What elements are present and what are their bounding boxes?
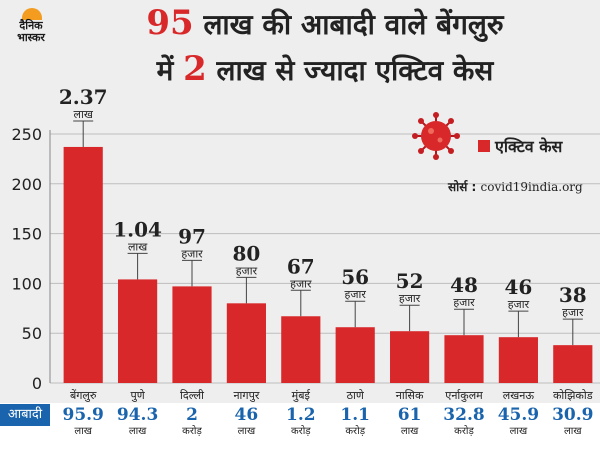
category-label-4: मुंबई [292,389,311,402]
data-label-unit-6: हजार [399,292,421,305]
population-item-5: 1.1 करोड़ [328,406,382,439]
population-unit-1: लाख [128,426,147,437]
population-item-4: 1.2 करोड़ [274,406,328,439]
category-label-3: नागपुर [233,389,259,402]
data-label-value-0: 2.37 [59,85,108,109]
category-label-7: एर्नाकुलम [445,389,483,402]
category-label-9: कोझिकोड [553,389,593,402]
category-label-1: पुणे [130,389,145,402]
population-item-8: 45.9 लाख [491,406,545,439]
data-label-unit-8: हजार [508,298,530,311]
category-label-6: नासिक [396,389,424,402]
headline-prefix-2: में [156,54,184,87]
y-tick-label-5: 250 [11,125,42,144]
data-label-unit-1: लाख [128,240,148,253]
data-label-unit-3: हजार [236,264,258,277]
bar-2 [172,286,212,383]
population-item-1: 94.3 लाख [111,406,165,439]
population-unit-7: करोड़ [454,426,474,437]
sun-logo-icon [22,8,42,20]
population-value-4: 1.2 [286,405,316,425]
population-value-9: 30.9 [552,405,594,425]
bar-6 [390,331,430,383]
headline-number-2: 2 [183,49,207,89]
population-unit-2: करोड़ [182,426,202,437]
y-tick-label-2: 100 [11,274,42,293]
population-item-0: 95.9 लाख [56,406,110,439]
category-label-0: बेंगलुरु [70,389,97,402]
population-unit-5: करोड़ [345,426,366,437]
data-label-value-3: 80 [232,241,260,265]
data-label-unit-0: लाख [74,108,94,121]
logo-line-2: भास्कर [17,31,45,44]
population-unit-4: करोड़ [290,426,311,437]
y-tick-label-1: 50 [22,324,42,343]
data-label-unit-5: हजार [345,288,367,301]
bar-9 [553,345,593,383]
population-item-6: 61 लाख [383,406,437,439]
population-unit-9: लाख [564,426,582,437]
population-unit-0: लाख [74,426,92,437]
bar-5 [335,327,375,383]
bar-0 [63,146,103,383]
legend-label: एक्टिव केस [495,137,563,156]
population-item-2: 2 करोड़ [165,406,219,439]
logo-line-1: दैनिक [19,19,43,32]
population-item-3: 46 लाख [219,406,273,439]
y-tick-label-4: 200 [11,175,42,194]
data-label-unit-7: हजार [453,296,475,309]
dainik-bhaskar-logo: दैनिक भास्कर [6,8,56,48]
bar-3 [226,303,266,383]
data-label-value-7: 48 [450,273,478,297]
data-label-value-9: 38 [559,283,587,307]
category-label-2: दिल्ली [180,389,204,402]
population-value-8: 45.9 [497,405,540,425]
data-label-value-4: 67 [287,254,315,278]
population-item-9: 30.9 लाख [546,406,600,439]
y-tick-label-0: 0 [32,374,42,393]
population-strip [0,403,600,450]
data-label-value-5: 56 [341,265,369,289]
data-label-unit-4: हजार [290,277,312,290]
y-tick-label-3: 150 [11,225,42,244]
source-label: सोर्स : [448,180,481,194]
population-value-6: 61 [397,405,422,425]
population-value-2: 2 [186,405,198,425]
headline-text-2: लाख से ज्यादा एक्टिव केस [206,54,494,87]
data-label-unit-9: हजार [562,306,584,319]
data-label-unit-2: हजार [181,247,203,260]
data-label-value-2: 97 [178,224,206,248]
population-unit-6: लाख [400,426,419,437]
bar-7 [444,335,484,383]
population-value-1: 94.3 [116,405,159,425]
headline-line-2: में 2 लाख से ज्यादा एक्टिव केस [60,52,590,88]
category-label-5: ठाणे [347,389,365,402]
bar-4 [281,316,321,383]
data-label-value-1: 1.04 [113,217,162,241]
coronavirus-icon [412,112,460,160]
category-label-8: लखनऊ [503,389,535,402]
population-value-7: 32.8 [443,405,485,425]
population-unit-3: लाख [237,426,256,437]
chart-legend: एक्टिव केस [478,135,562,157]
population-item-7: 32.8 करोड़ [437,406,491,439]
population-unit-8: लाख [509,426,528,437]
population-value-3: 46 [234,405,259,425]
data-label-value-8: 46 [504,275,532,299]
bar-1 [118,279,158,383]
source-value: covid19india.org [480,180,583,194]
population-value-0: 95.9 [62,405,104,425]
bar-8 [498,337,538,383]
headline-number-1: 95 [146,3,194,43]
headline-text-1: लाख की आबादी वाले बेंगलुरु [193,8,504,41]
data-label-value-6: 52 [396,269,424,293]
source-note: सोर्स : covid19india.org [448,178,583,195]
headline-line-1: 95 लाख की आबादी वाले बेंगलुरु [60,6,590,42]
population-label: आबादी [0,404,50,426]
population-value-5: 1.1 [340,405,370,425]
legend-swatch [478,140,490,152]
